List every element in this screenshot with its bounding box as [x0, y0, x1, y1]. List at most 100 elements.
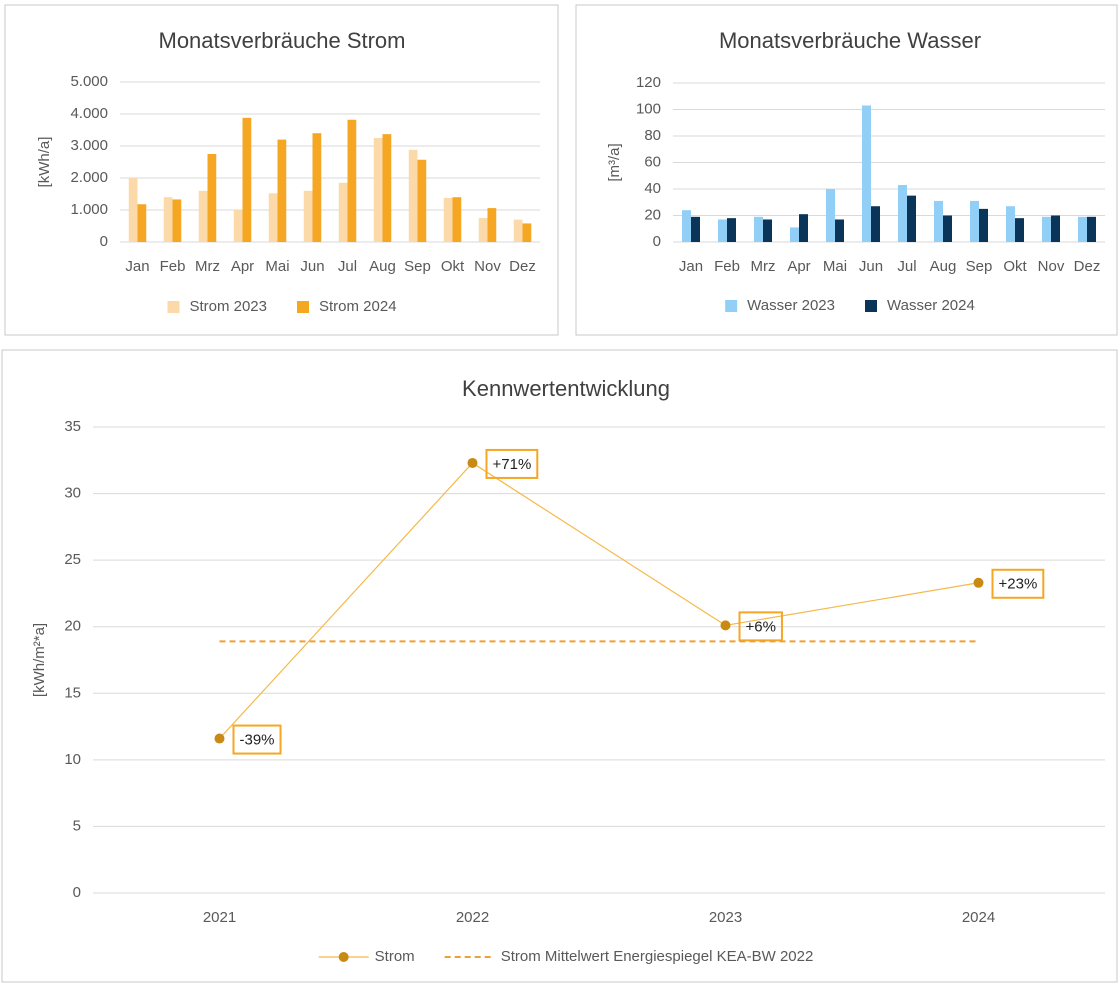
y-tick-label: 5	[73, 817, 81, 834]
y-tick-label: 25	[64, 551, 81, 568]
marker	[467, 457, 478, 468]
x-tick-label: Aug	[369, 258, 396, 275]
x-tick-label: Jul	[338, 258, 357, 275]
annotation: +23%	[999, 576, 1038, 593]
y-tick-label: 60	[644, 153, 661, 170]
x-tick-label: Apr	[787, 258, 810, 275]
bar	[682, 210, 691, 242]
annotation: +71%	[493, 456, 532, 473]
x-tick-label: Jan	[679, 258, 703, 275]
bar	[198, 190, 208, 242]
bar	[408, 149, 418, 242]
marker	[214, 733, 225, 744]
bar	[898, 185, 907, 242]
y-tick-label: 120	[636, 74, 661, 91]
x-tick-label: Nov	[474, 258, 501, 275]
y-tick-label: 20	[644, 206, 661, 223]
bar	[443, 197, 453, 242]
bar	[338, 182, 348, 242]
x-tick-label: Mai	[265, 258, 289, 275]
bar	[970, 200, 979, 242]
bar	[347, 119, 357, 242]
y-tick-label: 20	[64, 618, 81, 635]
x-tick-label: Jul	[897, 258, 916, 275]
bar	[163, 197, 173, 242]
x-tick-label: Dez	[1074, 258, 1101, 275]
bar	[1087, 216, 1096, 242]
bar	[907, 195, 916, 242]
bar	[128, 178, 138, 242]
bar	[862, 105, 871, 243]
y-tick-label: 100	[636, 100, 661, 117]
bar	[727, 218, 736, 242]
bar	[871, 206, 880, 242]
bar	[754, 216, 763, 242]
legend-swatch	[725, 300, 738, 312]
marker	[973, 577, 984, 588]
y-tick-label: 30	[64, 485, 81, 502]
y-tick-label: 5.000	[70, 73, 108, 90]
annotation-box	[232, 724, 282, 755]
bar	[452, 197, 462, 242]
bar	[979, 208, 988, 242]
legend-marker	[338, 952, 349, 962]
bar	[513, 219, 523, 242]
legend-label: Strom	[375, 948, 415, 965]
x-tick-label: Sep	[404, 258, 431, 275]
bar	[478, 218, 488, 242]
bar	[718, 219, 727, 242]
y-tick-label: 2.000	[70, 169, 108, 186]
x-tick-label: Feb	[714, 258, 740, 275]
bar	[1006, 206, 1015, 242]
x-tick-label: Apr	[231, 258, 254, 275]
legend-label: Strom 2024	[319, 298, 397, 315]
x-tick-label: Mrz	[195, 258, 220, 275]
y-tick-label: 0	[653, 233, 661, 250]
x-tick-label: 2024	[962, 909, 995, 926]
bar	[137, 204, 147, 242]
legend-label: Strom Mittelwert Energiespiegel KEA-BW 2…	[501, 948, 814, 965]
legend-swatch	[865, 300, 877, 312]
chart-title: Monatsverbräuche Strom	[159, 28, 406, 53]
bar	[826, 189, 835, 242]
bar	[277, 139, 287, 242]
bar	[790, 227, 799, 242]
bar	[522, 223, 532, 242]
x-tick-label: Mai	[823, 258, 847, 275]
bar	[487, 208, 497, 242]
x-tick-label: Okt	[441, 258, 465, 275]
legend-label: Wasser 2023	[747, 297, 835, 314]
legend-swatch	[167, 301, 180, 313]
y-tick-label: 80	[644, 127, 661, 144]
panel	[575, 4, 1118, 336]
chart-title: Kennwertentwicklung	[462, 376, 670, 401]
bar	[242, 117, 252, 242]
x-tick-label: 2023	[709, 909, 742, 926]
annotation-box	[485, 448, 539, 479]
bar	[1078, 216, 1087, 242]
x-tick-label: Sep	[966, 258, 993, 275]
marker	[720, 620, 731, 631]
y-tick-label: 0	[73, 884, 81, 901]
bar	[799, 214, 808, 242]
bar	[207, 154, 217, 242]
y-tick-label: 3.000	[70, 137, 108, 154]
bar	[172, 199, 182, 242]
bar	[1051, 215, 1060, 242]
y-tick-label: 35	[64, 418, 81, 435]
x-tick-label: 2021	[203, 909, 236, 926]
line	[219, 462, 979, 739]
y-tick-label: 40	[644, 180, 661, 197]
x-tick-label: Jan	[125, 258, 149, 275]
x-tick-label: Mrz	[751, 258, 776, 275]
x-tick-label: 2022	[456, 909, 489, 926]
y-axis-label: [kWh/m²*a]	[31, 623, 48, 697]
bar	[691, 216, 700, 242]
y-tick-label: 1.000	[70, 201, 108, 218]
bar	[303, 190, 313, 242]
x-tick-label: Jun	[859, 258, 883, 275]
y-tick-label: 15	[64, 684, 81, 701]
x-tick-label: Nov	[1038, 258, 1065, 275]
bar	[943, 215, 952, 242]
